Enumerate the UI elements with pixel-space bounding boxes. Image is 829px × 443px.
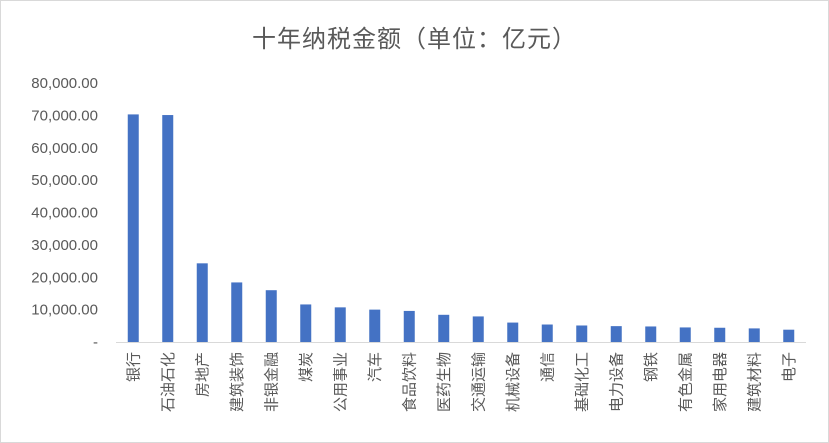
x-tick-label: 医药生物 (435, 352, 453, 412)
bar (438, 314, 450, 342)
x-tick-label: 机械设备 (504, 352, 522, 412)
x-tick-label: 食品饮料 (400, 352, 418, 412)
x-tick-label: 石油石化 (159, 352, 177, 412)
bar (300, 304, 312, 342)
x-tick-label: 钢铁 (642, 352, 660, 382)
y-tick-label: 70,000.00 (31, 107, 98, 124)
bar (714, 327, 726, 342)
bar (610, 326, 622, 342)
x-tick-label: 家用电器 (711, 352, 729, 412)
bars (127, 114, 795, 343)
y-tick-label: 80,000.00 (31, 75, 98, 92)
x-axis: 银行 石油石化 房地产 建筑装饰 非银金融 煤炭 公用事业 汽车 食品饮料 医药生物 交通运输 机械设… (116, 342, 806, 412)
x-tick-label: 银行 (124, 352, 142, 382)
x-tick-label: 建筑材料 (745, 352, 763, 412)
x-tick-label: 公用事业 (331, 352, 349, 412)
bar (334, 307, 346, 342)
x-tick-label: 电子 (780, 352, 798, 382)
bar (783, 329, 795, 342)
x-tick-label: 建筑装饰 (228, 352, 246, 412)
x-tick-label: 通信 (538, 352, 556, 382)
y-tick-label: - (93, 334, 98, 351)
y-tick-label: 50,000.00 (31, 172, 98, 189)
x-tick-label: 交通运输 (469, 352, 487, 412)
bar (369, 309, 381, 342)
bar (679, 327, 691, 342)
chart-title: 十年纳税金额（单位：亿元） (252, 25, 577, 53)
bar (748, 328, 760, 342)
y-tick-label: 10,000.00 (31, 302, 98, 319)
bar (265, 290, 277, 342)
bar (645, 326, 657, 342)
x-tick-label: 基础化工 (573, 352, 591, 412)
x-tick-label: 电力设备 (607, 352, 625, 412)
bar (196, 263, 208, 342)
y-tick-label: 40,000.00 (31, 205, 98, 222)
bar (127, 114, 139, 342)
bar (507, 322, 519, 342)
bar (472, 316, 484, 342)
y-tick-label: 60,000.00 (31, 140, 98, 157)
x-tick-label: 煤炭 (297, 352, 315, 382)
y-tick-label: 20,000.00 (31, 269, 98, 286)
x-tick-label: 房地产 (193, 352, 211, 397)
bar (231, 282, 243, 342)
bar (576, 325, 588, 342)
y-axis: - 10,000.00 20,000.00 30,000.00 40,000.00 50,… (31, 75, 98, 351)
bar (541, 324, 553, 342)
x-tick-label: 汽车 (366, 352, 384, 382)
x-tick-label: 有色金属 (676, 352, 694, 412)
y-tick-label: 30,000.00 (31, 237, 98, 254)
x-tick-label: 非银金融 (262, 352, 280, 412)
bar (162, 115, 174, 343)
bar (403, 310, 415, 342)
